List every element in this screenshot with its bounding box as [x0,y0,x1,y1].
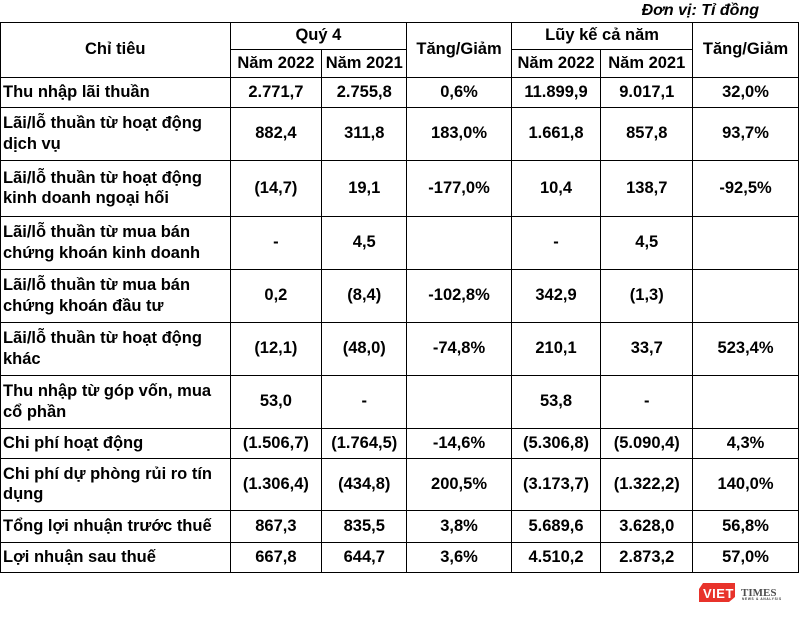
svg-text:VIET: VIET [703,586,734,601]
svg-text:NEWS & ANALYSIS: NEWS & ANALYSIS [742,597,782,601]
